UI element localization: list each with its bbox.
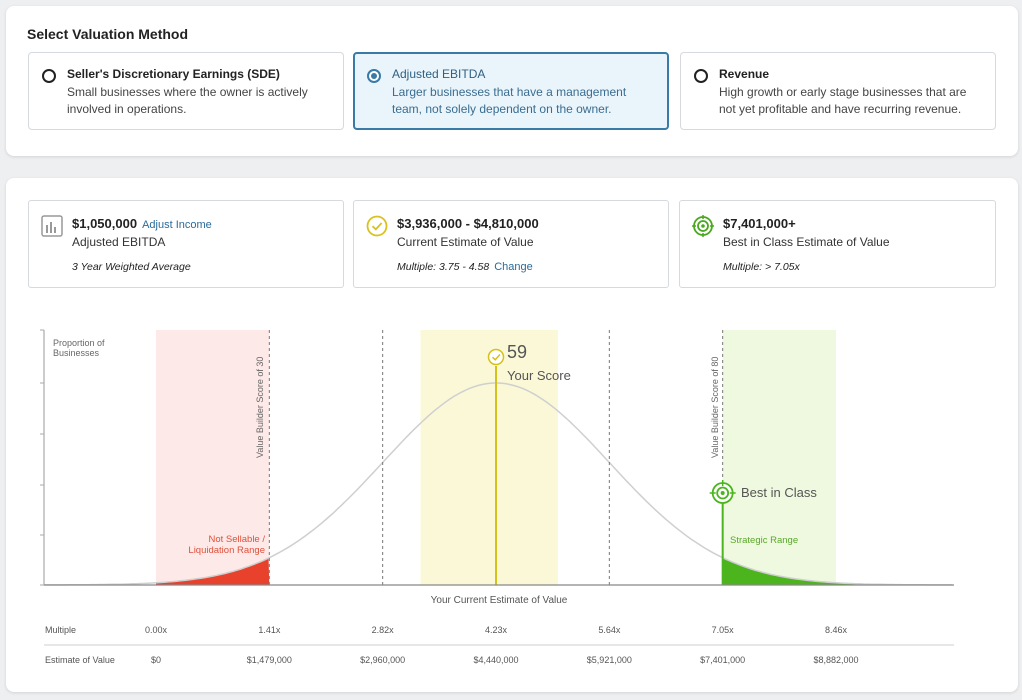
income-note: 3 Year Weighted Average (72, 261, 191, 273)
best-in-class-value: $7,401,000+ (723, 216, 796, 231)
multiple-tick-labels: 0.00x 1.41x 2.82x 4.23x 5.64x 7.05x 8.46x (145, 625, 848, 635)
target-icon (692, 215, 714, 237)
income-amount: $1,050,000 (72, 216, 138, 231)
strategic-band (722, 330, 836, 585)
strategic-area (722, 557, 954, 585)
method-sde-option[interactable]: Seller's Discretionary Earnings (SDE) Sm… (28, 52, 344, 130)
method-title: Revenue (719, 67, 770, 81)
income-label: Adjusted EBITDA (72, 235, 166, 249)
y-axis-label-line2: Businesses (53, 348, 100, 358)
multiple-tick-label: 5.64x (598, 625, 621, 635)
current-multiple-note: Multiple: 3.75 - 4.58 Change (397, 261, 533, 273)
not-sellable-label-line2: Liquidation Range (188, 545, 265, 556)
y-axis-label-line1: Proportion of (53, 338, 105, 348)
multiple-tick-label: 7.05x (712, 625, 735, 635)
value-row-label: Estimate of Value (45, 655, 115, 665)
value-tick-labels: $0 $1,479,000 $2,960,000 $4,440,000 $5,921,0… (151, 655, 859, 665)
bell-curve (44, 382, 954, 586)
income-stat-card: $1,050,000 Adjust Income Adjusted EBITDA … (28, 200, 344, 288)
vb30-label: Value Builder Score of 30 (255, 357, 265, 458)
best-in-class-chart-label: Best in Class (741, 485, 817, 500)
value-tick-label: $5,921,000 (587, 655, 632, 665)
score-check-icon (487, 348, 505, 366)
bar-chart-icon (41, 215, 63, 237)
method-description: Larger businesses that have a management… (392, 85, 627, 116)
best-in-class-card: $7,401,000+ Best in Class Estimate of Va… (679, 200, 996, 288)
strategic-range-label: Strategic Range (730, 535, 798, 546)
multiple-tick-label: 4.23x (485, 625, 508, 635)
adjusted-income-value: $1,050,000 Adjust Income (72, 216, 212, 231)
multiple-tick-label: 1.41x (258, 625, 281, 635)
target-center (720, 491, 725, 495)
current-multiple-text: Multiple: 3.75 - 4.58 (397, 261, 490, 273)
current-estimate-label: Current Estimate of Value (397, 235, 534, 249)
radio-sde[interactable] (42, 69, 56, 83)
score-label: Your Score (507, 368, 571, 383)
not-sellable-area (156, 558, 270, 585)
method-description: Small businesses where the owner is acti… (67, 85, 308, 116)
not-sellable-label-line1: Not Sellable / (208, 534, 265, 545)
your-score-marker: 59 Your Score (487, 342, 571, 383)
value-tick-label: $4,440,000 (473, 655, 518, 665)
method-title: Adjusted EBITDA (392, 67, 486, 81)
change-multiple-link[interactable]: Change (494, 261, 533, 273)
best-multiple-note: Multiple: > 7.05x (723, 261, 800, 273)
valuation-method-panel: Select Valuation Method Seller's Discret… (6, 6, 1018, 156)
valuation-results-panel: $1,050,000 Adjust Income Adjusted EBITDA … (6, 178, 1018, 692)
not-sellable-band (156, 330, 270, 585)
value-tick-label: $0 (151, 655, 161, 665)
section-title: Select Valuation Method (27, 26, 189, 42)
score-value: 59 (507, 342, 527, 362)
best-in-class-marker: Best in Class (709, 480, 817, 504)
x-axis-label: Your Current Estimate of Value (431, 595, 568, 606)
adjust-income-link[interactable]: Adjust Income (142, 219, 212, 231)
radio-ebitda[interactable] (367, 69, 381, 83)
best-in-class-label: Best in Class Estimate of Value (723, 235, 890, 249)
value-tick-label: $8,882,000 (813, 655, 858, 665)
multiple-row-label: Multiple (45, 625, 76, 635)
value-tick-label: $1,479,000 (247, 655, 292, 665)
value-tick-label: $7,401,000 (700, 655, 745, 665)
current-estimate-band (420, 330, 558, 585)
current-estimate-card: $3,936,000 - $4,810,000 Current Estimate… (353, 200, 669, 288)
check-mark-icon (491, 353, 501, 361)
value-tick-label: $2,960,000 (360, 655, 405, 665)
method-revenue-option[interactable]: Revenue High growth or early stage busin… (680, 52, 996, 130)
multiple-tick-label: 8.46x (825, 625, 848, 635)
y-axis-ticks (40, 329, 44, 586)
check-circle-icon (366, 215, 388, 237)
valuation-bell-chart: Proportion of Businesses Your Current Es… (40, 329, 954, 665)
radio-revenue[interactable] (694, 69, 708, 83)
target-inner-ring (716, 486, 730, 500)
bell-curve-line (44, 382, 953, 586)
multiple-tick-label: 0.00x (145, 625, 168, 635)
method-ebitda-option[interactable]: Adjusted EBITDA Larger businesses that h… (353, 52, 669, 130)
method-title: Seller's Discretionary Earnings (SDE) (67, 67, 280, 81)
current-estimate-value: $3,936,000 - $4,810,000 (397, 216, 539, 231)
multiple-tick-label: 2.82x (372, 625, 395, 635)
method-description: High growth or early stage businesses th… (719, 85, 967, 116)
target-icon (709, 480, 736, 504)
multiple-gridlines (268, 330, 724, 585)
vb80-label: Value Builder Score of 80 (710, 357, 720, 458)
range-bands (156, 330, 836, 585)
